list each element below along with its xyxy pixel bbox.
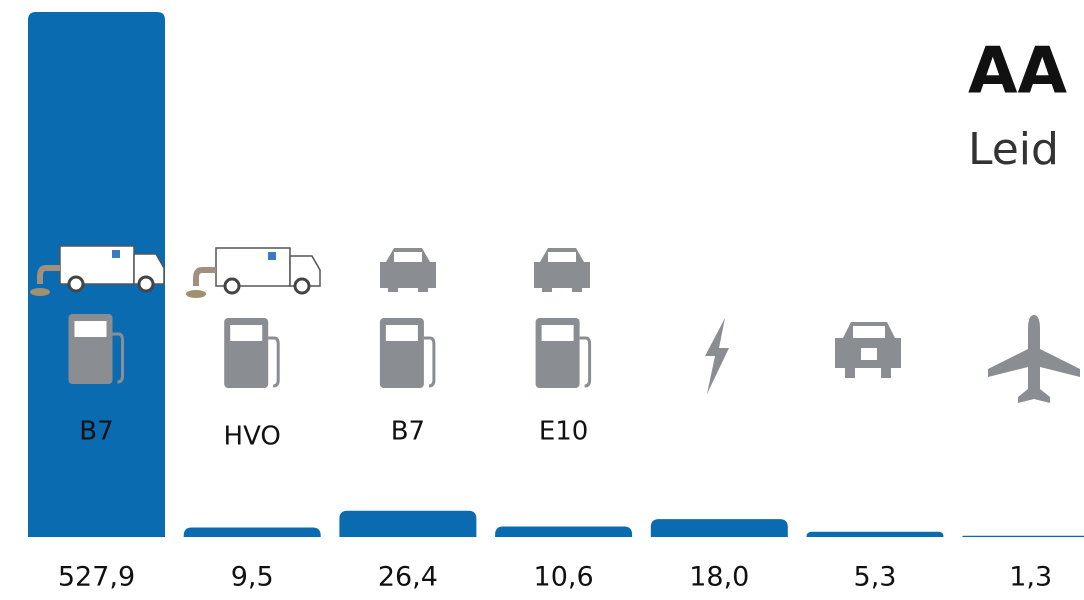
bar: [184, 528, 321, 537]
bar: [495, 526, 632, 537]
bar: [651, 519, 788, 537]
value-label: 10,6: [534, 562, 594, 593]
pump-icon: [380, 318, 434, 388]
value-label: 1,3: [1009, 562, 1052, 593]
pump-hose: [424, 338, 434, 386]
value-label: 9,5: [231, 562, 274, 593]
bar: [962, 536, 1084, 537]
category-label: HVO: [224, 422, 281, 452]
bar: [807, 532, 944, 537]
pump-screen: [385, 324, 419, 342]
car-icon: [380, 248, 436, 292]
bar: [339, 511, 476, 537]
pump-screen: [541, 324, 575, 342]
category-label: E10: [539, 417, 589, 447]
value-label: 5,3: [854, 562, 897, 593]
logo-title: AA: [968, 35, 1068, 109]
pump-icon: [224, 318, 278, 388]
value-label: 527,9: [58, 562, 135, 593]
pump-screen: [74, 320, 108, 338]
airplane-icon: [988, 315, 1080, 403]
chart: AA Leid 527,9 B7 9,5 HVO 26,4 B7 10,6 E10 18,0 5,…: [0, 0, 1084, 600]
category-label: B7: [391, 417, 425, 447]
pump-screen: [229, 324, 263, 342]
value-label: 18,0: [689, 562, 749, 593]
category-label: B7: [79, 417, 113, 447]
car-case-icon: [835, 322, 901, 378]
logo-subtitle: Leid: [968, 124, 1059, 175]
lightning-icon: [705, 318, 729, 394]
pump-hose: [580, 338, 590, 386]
car-icon: [534, 248, 590, 292]
pump-hose: [268, 338, 278, 386]
value-label: 26,4: [378, 562, 438, 593]
truck-icon: [186, 248, 320, 298]
pump-icon: [536, 318, 590, 388]
